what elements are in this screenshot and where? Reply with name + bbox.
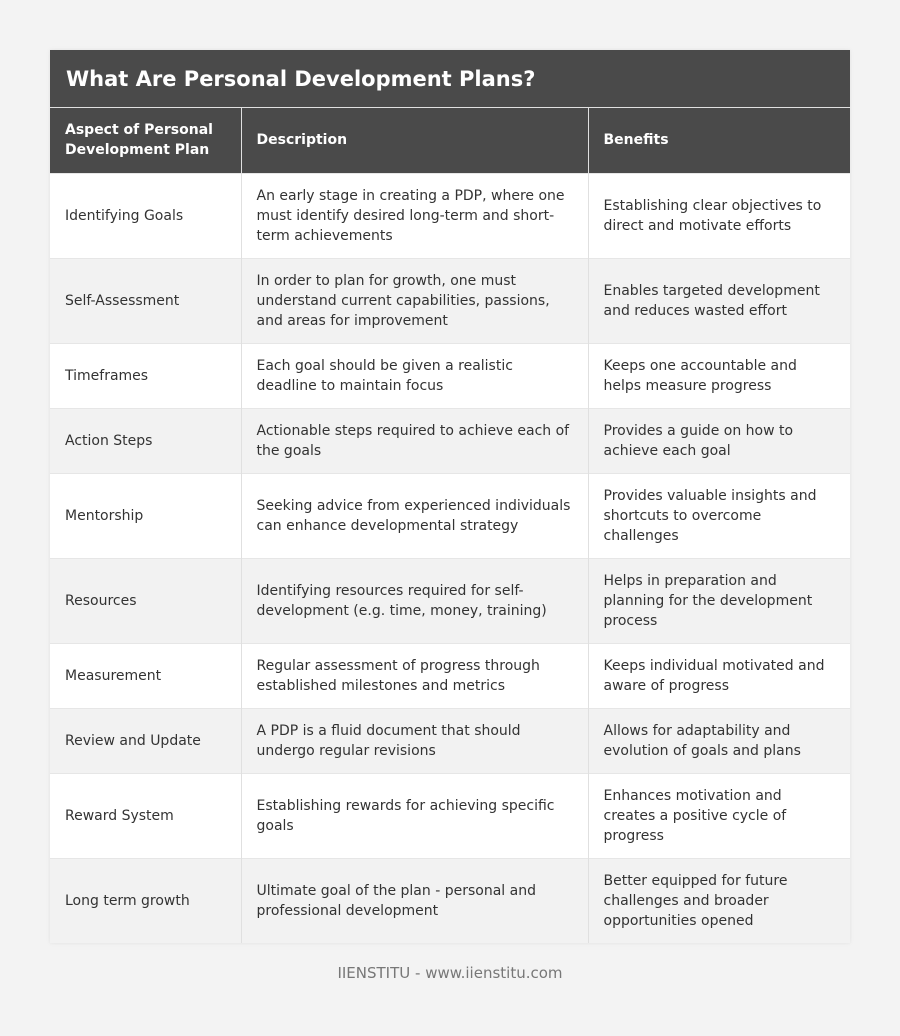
pdp-table: Aspect of Personal Development Plan Desc…: [50, 108, 850, 943]
cell-aspect: Review and Update: [50, 707, 241, 773]
cell-aspect: Measurement: [50, 642, 241, 708]
cell-aspect: Long term growth: [50, 857, 241, 943]
cell-benefits: Keeps one accountable and helps measure …: [587, 342, 850, 408]
cell-description: An early stage in creating a PDP, where …: [240, 172, 588, 258]
table-row: Identifying Goals An early stage in crea…: [50, 172, 850, 258]
table-row: Measurement Regular assessment of progre…: [50, 642, 850, 708]
cell-aspect: Self-Assessment: [50, 257, 241, 343]
pdp-table-card: What Are Personal Development Plans? Asp…: [50, 50, 850, 943]
cell-benefits: Provides a guide on how to achieve each …: [587, 407, 850, 473]
cell-benefits: Enables targeted development and reduces…: [587, 257, 850, 343]
footer-credit: IIENSTITU - www.iienstitu.com: [337, 964, 563, 982]
cell-description: Regular assessment of progress through e…: [240, 642, 588, 708]
cell-aspect: Action Steps: [50, 407, 241, 473]
table-row: Review and Update A PDP is a fluid docum…: [50, 707, 850, 773]
cell-aspect: Mentorship: [50, 472, 241, 558]
cell-aspect: Identifying Goals: [50, 172, 241, 258]
table-row: Resources Identifying resources required…: [50, 557, 850, 643]
cell-benefits: Provides valuable insights and shortcuts…: [587, 472, 850, 558]
table-title: What Are Personal Development Plans?: [50, 50, 850, 108]
cell-aspect: Reward System: [50, 772, 241, 858]
cell-aspect: Timeframes: [50, 342, 241, 408]
table-row: Self-Assessment In order to plan for gro…: [50, 257, 850, 343]
table-row: Mentorship Seeking advice from experienc…: [50, 472, 850, 558]
cell-description: Seeking advice from experienced individu…: [240, 472, 588, 558]
table-row: Timeframes Each goal should be given a r…: [50, 342, 850, 408]
cell-benefits: Helps in preparation and planning for th…: [587, 557, 850, 643]
table-row: Action Steps Actionable steps required t…: [50, 407, 850, 473]
cell-benefits: Better equipped for future challenges an…: [587, 857, 850, 943]
cell-description: Identifying resources required for self-…: [240, 557, 588, 643]
cell-aspect: Resources: [50, 557, 241, 643]
column-header-benefits: Benefits: [587, 108, 850, 173]
cell-description: Actionable steps required to achieve eac…: [240, 407, 588, 473]
cell-description: Establishing rewards for achieving speci…: [240, 772, 588, 858]
header-row: Aspect of Personal Development Plan Desc…: [50, 108, 850, 173]
cell-benefits: Enhances motivation and creates a positi…: [587, 772, 850, 858]
table-row: Reward System Establishing rewards for a…: [50, 772, 850, 858]
cell-benefits: Establishing clear objectives to direct …: [587, 172, 850, 258]
cell-description: In order to plan for growth, one must un…: [240, 257, 588, 343]
cell-benefits: Allows for adaptability and evolution of…: [587, 707, 850, 773]
cell-description: A PDP is a fluid document that should un…: [240, 707, 588, 773]
table-row: Long term growth Ultimate goal of the pl…: [50, 857, 850, 943]
cell-benefits: Keeps individual motivated and aware of …: [587, 642, 850, 708]
column-header-aspect: Aspect of Personal Development Plan: [50, 108, 241, 173]
cell-description: Each goal should be given a realistic de…: [240, 342, 588, 408]
cell-description: Ultimate goal of the plan - personal and…: [240, 857, 588, 943]
column-header-description: Description: [240, 108, 588, 173]
